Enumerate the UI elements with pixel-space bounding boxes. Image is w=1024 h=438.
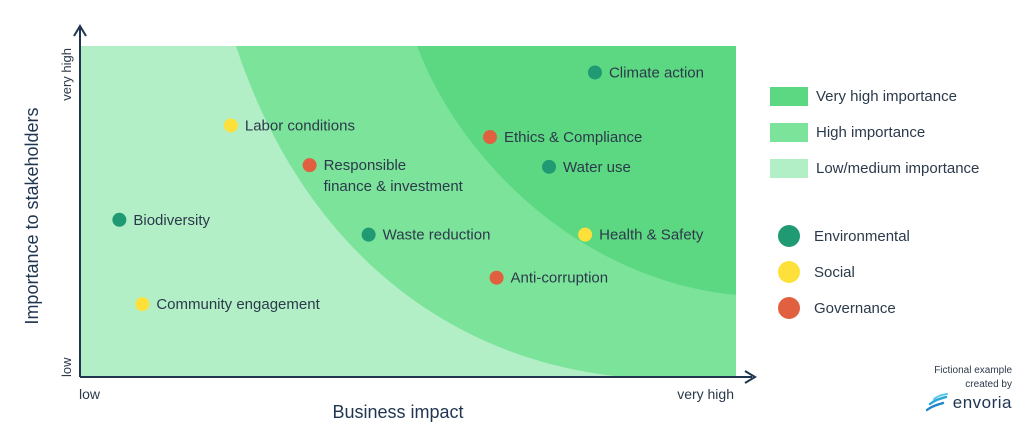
point-label: Community engagement	[156, 296, 320, 313]
legend-dot-governance	[778, 297, 800, 319]
point-marker	[135, 297, 150, 312]
point-water-use: Water use	[542, 159, 631, 176]
point-health-safety: Health & Safety	[578, 227, 704, 244]
point-marker	[489, 270, 504, 285]
x-tick-high: very high	[677, 386, 734, 402]
point-biodiversity: Biodiversity	[112, 212, 211, 229]
point-marker	[578, 227, 593, 242]
point-labor-conditions: Labor conditions	[223, 117, 355, 134]
legend-item-social: Social	[770, 254, 1020, 290]
point-marker	[112, 212, 127, 227]
legend-label: Environmental	[814, 227, 910, 245]
point-marker	[223, 118, 238, 133]
point-marker	[587, 65, 602, 80]
legend-item-high: High importance	[770, 114, 1020, 150]
legend-item-low-medium: Low/medium importance	[770, 150, 1020, 186]
point-responsible: Responsible finance & investment	[302, 157, 464, 195]
point-label: Water use	[563, 159, 631, 176]
legend-item-very-high: Very high importance	[770, 78, 1020, 114]
point-community-engagement: Community engagement	[135, 296, 321, 313]
legend-label: Governance	[814, 299, 896, 317]
point-marker	[302, 158, 317, 173]
legend-dot-environmental	[778, 225, 800, 247]
point-label: Waste reduction	[383, 227, 491, 244]
point-climate-action: Climate action	[587, 64, 704, 81]
y-tick-high: very high	[59, 48, 74, 101]
legend-label: Social	[814, 263, 855, 281]
legend-swatch-very-high	[770, 86, 808, 106]
credit-line-1: Fictional example	[934, 365, 1012, 376]
legend-dot-social	[778, 261, 800, 283]
point-label: Responsible	[324, 157, 407, 174]
legend-swatch-high	[770, 122, 808, 142]
point-marker	[361, 227, 376, 242]
point-label: Ethics & Compliance	[504, 129, 642, 146]
point-ethics-compliance: Ethics & Compliance	[483, 129, 642, 146]
envoria-logo-icon	[925, 393, 948, 412]
brand-name: envoria	[952, 393, 1012, 412]
point-marker	[542, 159, 557, 174]
axes	[73, 24, 757, 384]
point-label: Health & Safety	[599, 227, 704, 244]
legend-item-governance: Governance	[770, 290, 1020, 326]
x-axis-label: Business impact	[332, 402, 463, 422]
point-label: Anti-corruption	[511, 270, 609, 287]
x-tick-low: low	[79, 386, 101, 402]
legend-item-environmental: Environmental	[770, 218, 1020, 254]
legend-label: Very high importance	[816, 87, 957, 105]
legend-label: Low/medium importance	[816, 159, 980, 177]
x-axis-arrow	[744, 370, 757, 384]
importance-zones	[80, 46, 736, 377]
point-label-line-2: finance & investment	[324, 178, 464, 195]
brand-logo: envoria	[872, 393, 1012, 413]
point-label: Labor conditions	[245, 117, 355, 134]
point-label: Climate action	[609, 64, 704, 81]
legend-swatch-low-medium	[770, 158, 808, 178]
data-points: Climate action Labor conditions Ethics & C…	[112, 64, 704, 313]
point-marker	[483, 130, 497, 145]
legend-label: High importance	[816, 123, 926, 141]
zone-very-high-importance	[417, 46, 736, 295]
point-label: Biodiversity	[133, 212, 210, 229]
credit: Fictional example created by envoria	[872, 364, 1012, 413]
legend: Very high importance High importance Low…	[770, 78, 1020, 326]
y-axis-label: Importance to stakeholders	[22, 107, 42, 324]
credit-line-2: created by	[965, 379, 1012, 390]
point-waste-reduction: Waste reduction	[361, 227, 491, 244]
y-axis-arrow	[73, 24, 87, 37]
y-tick-low: low	[59, 357, 74, 377]
point-anti-corruption: Anti-corruption	[489, 270, 609, 287]
